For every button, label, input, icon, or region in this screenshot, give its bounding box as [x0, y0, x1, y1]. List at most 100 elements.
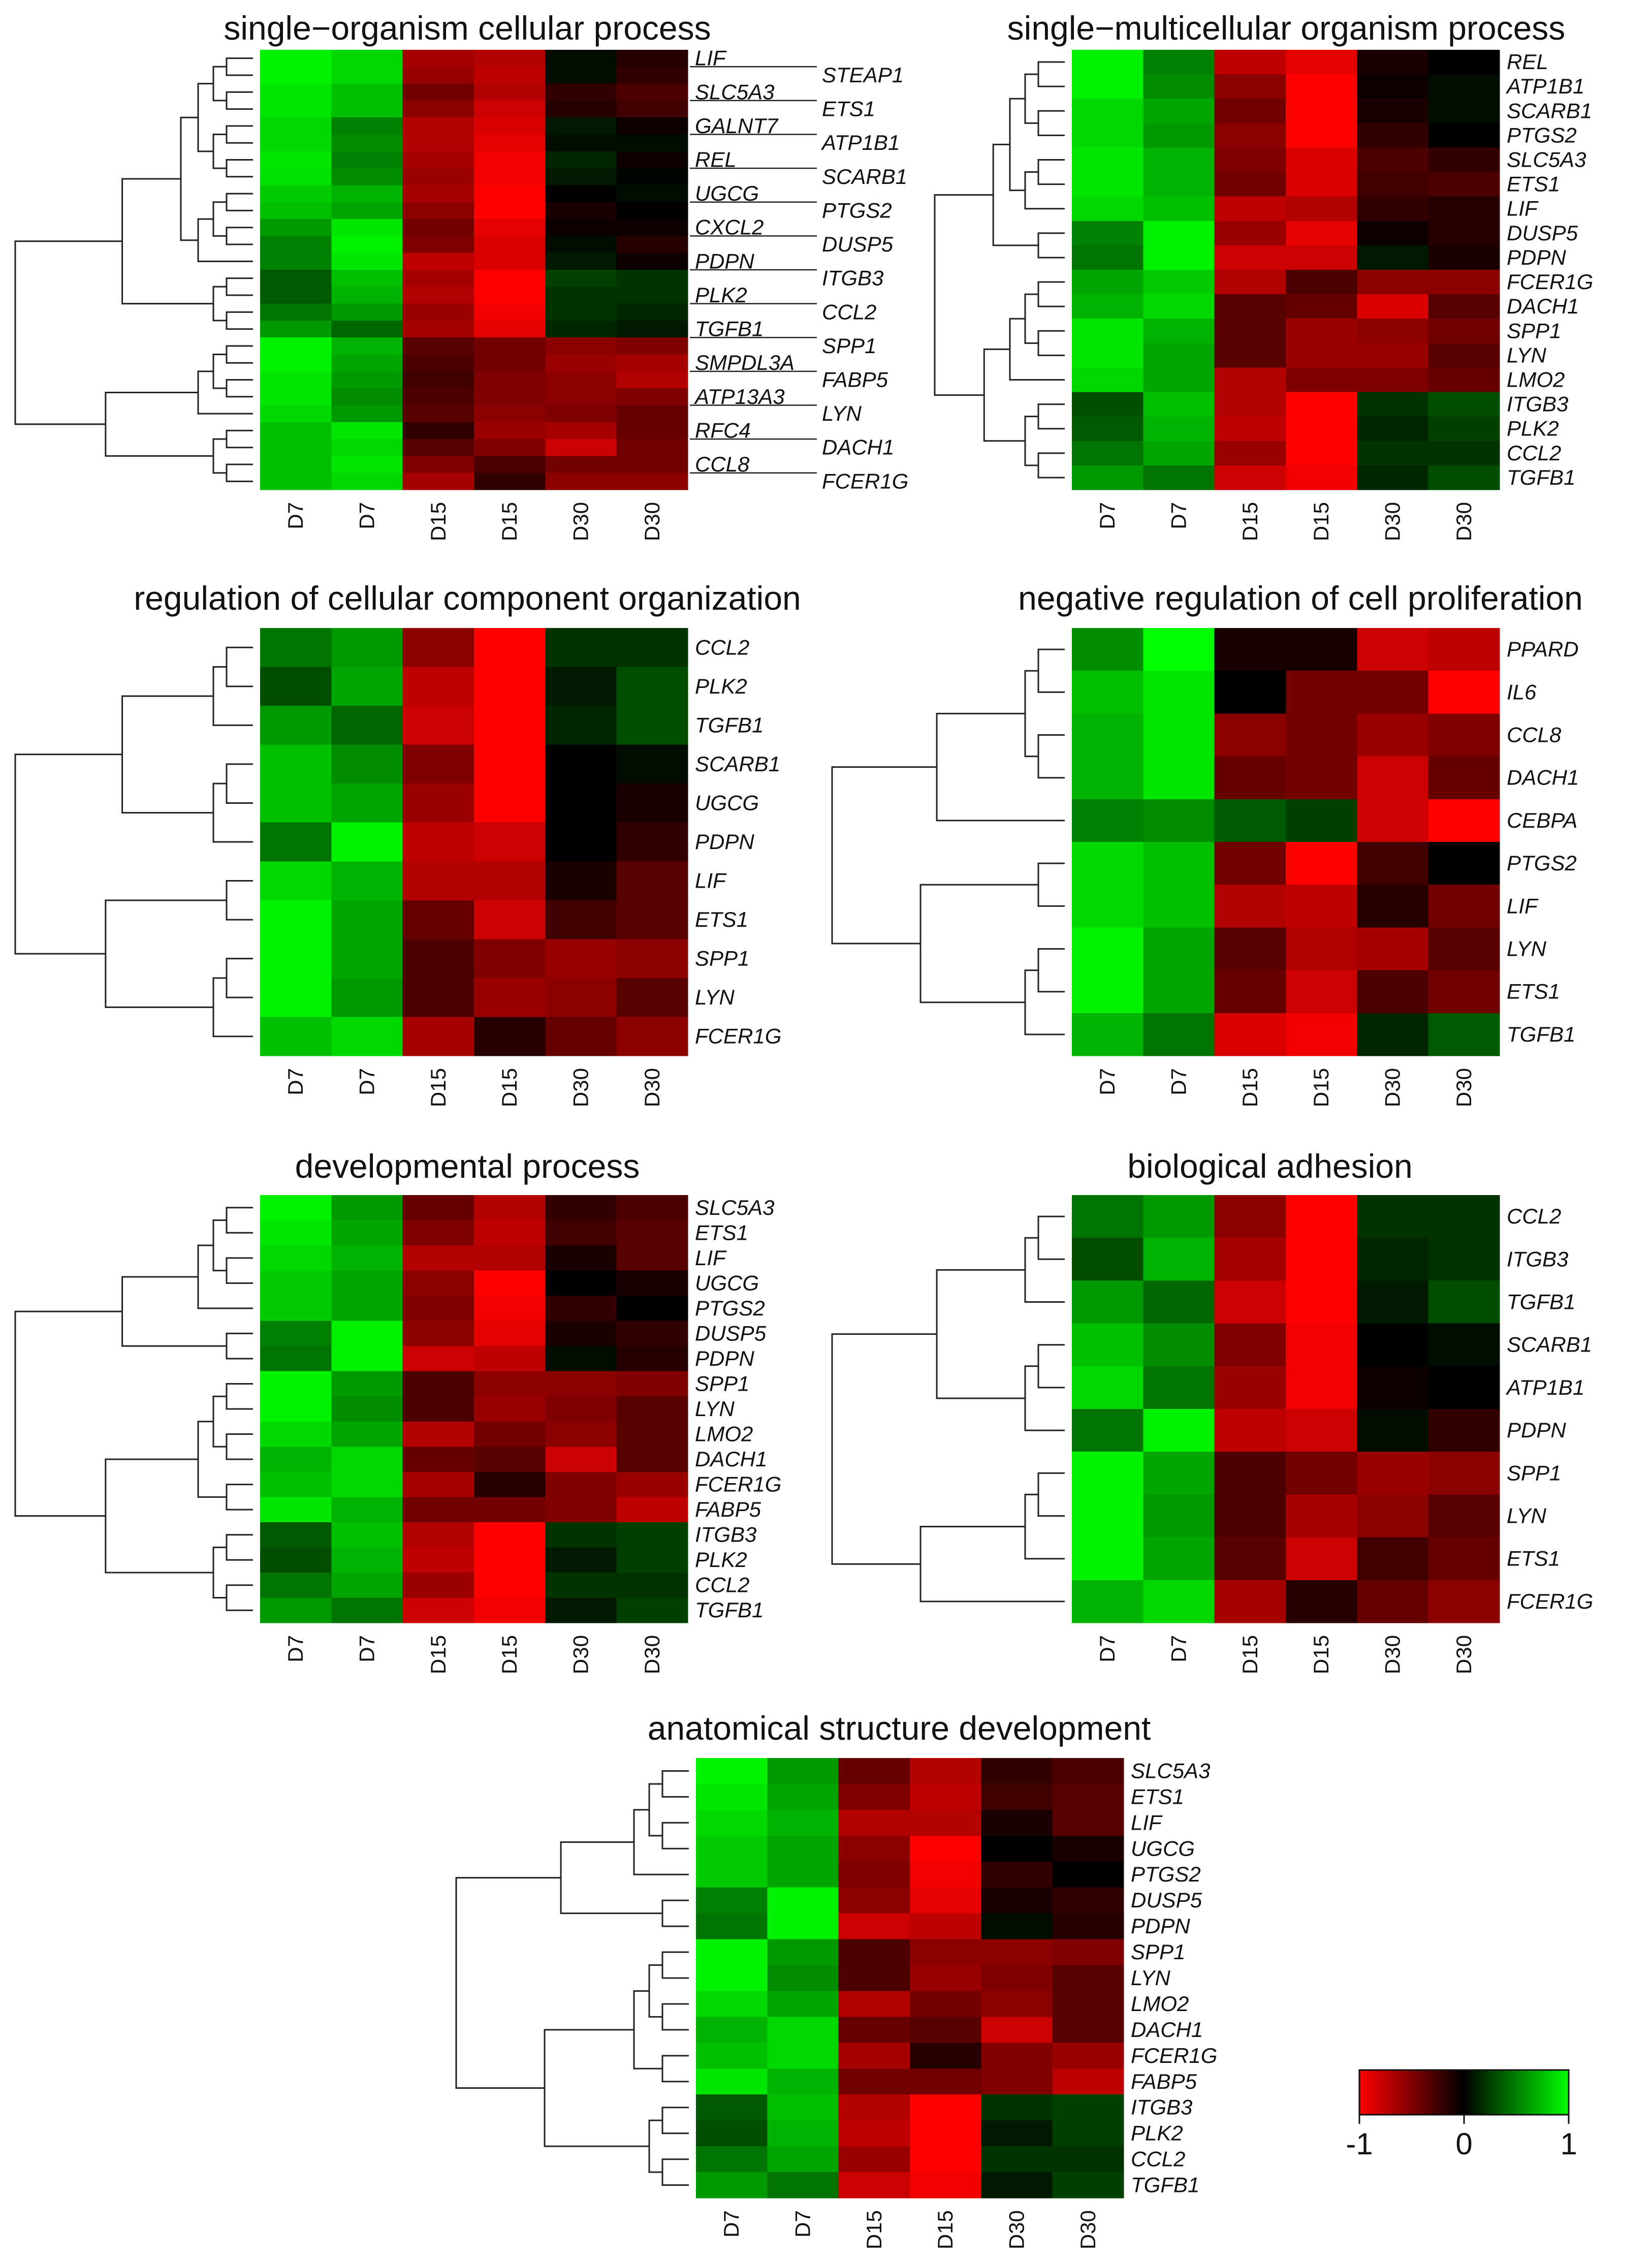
dendrogram-branch: [226, 958, 253, 998]
column-label: D15: [497, 1635, 521, 1674]
row-label: PDPN: [1507, 1418, 1566, 1442]
row-dendrogram: [455, 1770, 689, 2186]
heatmap-cell: [1357, 1280, 1429, 1324]
row-label: CCL2: [695, 635, 749, 659]
heatmap-cell: [474, 1497, 546, 1523]
row-label: PDPN: [1131, 1914, 1190, 1938]
heatmap-cell: [1428, 294, 1500, 319]
dendrogram-root: [14, 240, 122, 425]
heatmap-cell: [1072, 99, 1143, 123]
heatmap-cell: [1357, 147, 1429, 173]
heatmap-cell: [1214, 367, 1286, 393]
heatmap-cell: [981, 1861, 1053, 1888]
heatmap-cell: [474, 1270, 546, 1296]
column-label: D15: [497, 1068, 521, 1107]
dendrogram-branch: [1024, 171, 1065, 210]
heatmap-cell: [402, 1471, 474, 1497]
heatmap-cell: [838, 1965, 910, 1991]
heatmap-cell: [1143, 123, 1215, 148]
heatmap-cell: [1357, 885, 1429, 928]
column-label: D7: [283, 1635, 307, 1663]
heatmap-cell: [767, 1783, 839, 1810]
heatmap-cell: [331, 83, 403, 101]
heatmap-cell: [1286, 1323, 1357, 1367]
heatmap-cell: [260, 83, 332, 101]
heatmap-cell: [616, 1270, 688, 1296]
heatmap-cell: [1052, 2094, 1124, 2121]
heatmap-cell: [260, 1245, 332, 1271]
heatmap-cell: [1052, 2017, 1124, 2043]
heatmap-cell: [1357, 465, 1429, 490]
heatmap-cell: [1052, 2146, 1124, 2173]
heatmap-cell: [696, 1861, 768, 1888]
heatmap-cell: [260, 456, 332, 474]
heatmap-cell: [981, 1939, 1053, 1966]
dendrogram-branch: [226, 57, 253, 76]
heatmap-cell: [1286, 319, 1357, 343]
row-dendrogram: [934, 61, 1065, 479]
column-label: D7: [1167, 502, 1191, 529]
heatmap-cell: [1143, 1409, 1215, 1452]
column-label: D7: [355, 1635, 379, 1663]
dendrogram-branch: [226, 1257, 253, 1284]
heatmap-cell: [474, 1447, 546, 1472]
row-label: ITGB3: [1131, 2095, 1192, 2119]
row-label: DACH1: [1131, 2018, 1203, 2042]
dendrogram-branch: [648, 1964, 662, 2018]
heatmap-cell: [696, 1758, 768, 1784]
heatmap-cell: [545, 67, 617, 84]
heatmap-cell: [402, 1497, 474, 1523]
heatmap-cell: [1357, 1195, 1429, 1238]
heatmap-cell: [545, 134, 617, 152]
row-label: SPP1: [1507, 1461, 1561, 1485]
heatmap-cell: [767, 2120, 839, 2147]
legend-tick-label: -1: [1346, 2127, 1373, 2161]
heatmap-cell: [474, 1195, 546, 1221]
heatmap-cell: [545, 861, 617, 901]
heatmap-cell: [1143, 99, 1215, 123]
row-label: FCER1G: [1507, 270, 1593, 294]
column-label: D15: [426, 1635, 450, 1674]
heatmap-cell: [474, 320, 546, 338]
heatmap-cell: [1072, 465, 1143, 490]
heatmap-cell: [474, 1421, 546, 1447]
dendrogram-branch: [1037, 1344, 1065, 1389]
heatmap-cell: [545, 337, 617, 355]
heatmap-cell: [1357, 172, 1429, 197]
row-label: FCER1G: [1131, 2044, 1217, 2067]
dendrogram-branch: [1037, 1472, 1065, 1517]
heatmap-cell: [1286, 756, 1357, 800]
dendrogram-branch: [226, 429, 253, 449]
dendrogram-branch: [1037, 734, 1065, 779]
dendrogram-branch: [661, 2055, 689, 2083]
heatmap-cell: [1214, 970, 1286, 1014]
heatmap-cell: [1286, 713, 1357, 757]
row-label: STEAP1: [822, 63, 904, 87]
heatmap-cell: [910, 2146, 981, 2173]
heatmap-cell: [1072, 1366, 1143, 1409]
heatmap-cell: [474, 100, 546, 118]
heatmap-cell: [1072, 1195, 1143, 1238]
heatmap-cell: [331, 168, 403, 185]
row-label: FABP5: [695, 1497, 761, 1521]
heatmap-cell: [1072, 392, 1143, 417]
heatmap-cell: [331, 422, 403, 440]
heatmap-cell: [616, 337, 688, 355]
heatmap-cell: [1072, 842, 1143, 885]
heatmap-cell: [767, 1861, 839, 1888]
column-label: D15: [1238, 1068, 1262, 1107]
heatmap-cell: [616, 117, 688, 135]
row-label: PDPN: [695, 830, 754, 854]
heatmap-cell: [616, 1396, 688, 1422]
heatmap-cell: [910, 2172, 981, 2199]
heatmap-cell: [402, 253, 474, 270]
heatmap-cell: [545, 1270, 617, 1296]
row-label: DACH1: [822, 435, 894, 459]
heatmap-cell: [474, 667, 546, 706]
heatmap-cell: [616, 1522, 688, 1548]
heatmap-cell: [331, 1017, 403, 1056]
row-label: DUSP5: [1507, 221, 1578, 245]
heatmap-cell: [1428, 1452, 1500, 1495]
column-label: D30: [1452, 1068, 1476, 1107]
heatmap-cell: [1072, 343, 1143, 368]
